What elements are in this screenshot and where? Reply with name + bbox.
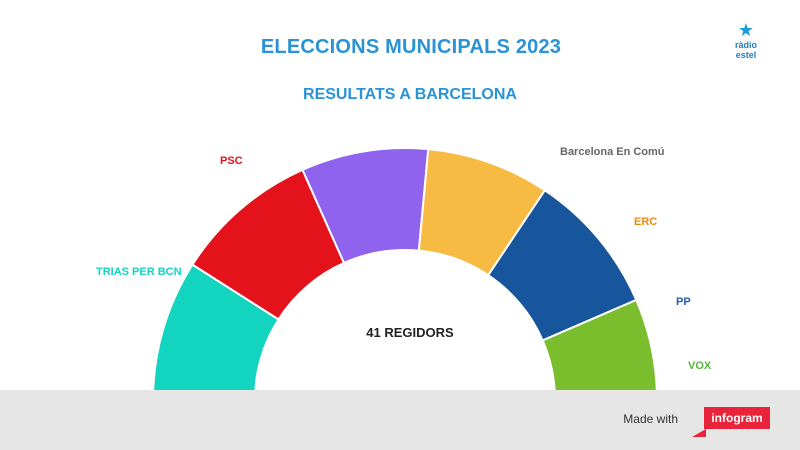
party-label-5: ERC [634,216,658,228]
footer: Made with infogram [0,390,800,450]
party-label-6: PP [676,296,691,308]
party-label-7: VOX [688,360,712,372]
star-icon: ★ [737,20,755,40]
made-with-text: Made with [623,412,678,426]
party-label-2: PSC [220,155,243,167]
page-title: ELECCIONS MUNICIPALS 2023 [260,36,562,58]
radio-estel-logo: ★ ràdio estel [726,20,766,60]
page-subtitle: RESULTATS A BARCELONA [303,86,517,103]
center-label: 41 REGIDORS [366,325,454,340]
party-label-1: TRIAS PER BCN [96,266,182,278]
infogram-badge[interactable]: infogram [692,407,770,437]
party-label-4: Barcelona En Comú [560,146,665,158]
brand-line1: ràdio [734,40,757,50]
brand-line2: estel [735,50,757,60]
